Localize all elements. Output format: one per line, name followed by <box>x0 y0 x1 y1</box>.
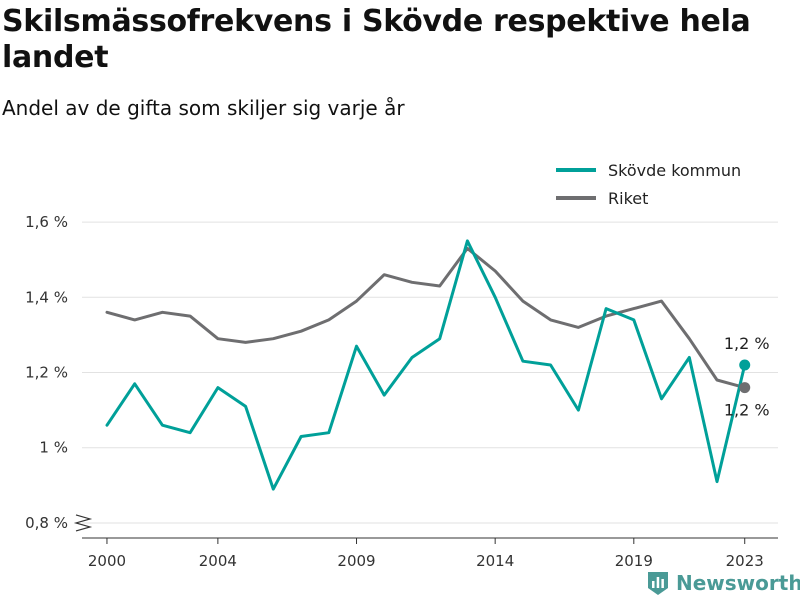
brand-name: Newsworthy <box>676 571 800 595</box>
axis-break-icon <box>73 514 93 532</box>
end-point-riket <box>739 382 751 394</box>
chart-title: Skilsmässofrekvens i Skövde respektive h… <box>2 4 751 75</box>
newsworthy-logo: Newsworthy <box>646 568 800 598</box>
x-tick-label: 2014 <box>476 552 514 570</box>
x-tick-label: 2023 <box>726 552 764 570</box>
y-tick-label: 1 % <box>39 439 68 457</box>
end-label-skovde: 1,2 % <box>724 334 770 353</box>
y-tick-label: 1,4 % <box>25 288 68 306</box>
series-line-riket <box>105 246 747 390</box>
legend-label: Riket <box>608 189 648 208</box>
end-label-riket: 1,2 % <box>724 401 770 420</box>
y-tick-label: 1,2 % <box>25 364 68 382</box>
y-tick-label: 0,8 % <box>25 514 68 532</box>
x-tick-label: 2019 <box>615 552 653 570</box>
legend-label: Skövde kommun <box>608 161 741 180</box>
x-tick-label: 2004 <box>199 552 237 570</box>
series-line-skovde <box>105 239 747 491</box>
newsworthy-logo-icon <box>648 572 668 595</box>
x-tick-label: 2009 <box>337 552 375 570</box>
y-tick-label: 1,6 % <box>25 213 68 231</box>
end-point-skovde <box>739 359 751 371</box>
chart-subtitle: Andel av de gifta som skiljer sig varje … <box>2 96 405 120</box>
x-tick-label: 2000 <box>88 552 126 570</box>
